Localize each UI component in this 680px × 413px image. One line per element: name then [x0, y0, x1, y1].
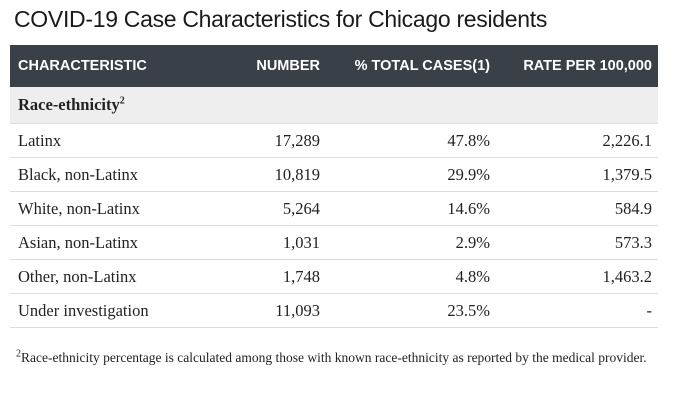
table-header-row: CHARACTERISTIC NUMBER % TOTAL CASES(1) R… — [10, 45, 658, 87]
group-label-footnote-marker: 2 — [119, 95, 125, 107]
rate-cell: 1,463.2 — [496, 259, 658, 294]
table-row: Asian, non-Latinx 1,031 2.9% 573.3 — [10, 225, 658, 260]
rate-cell: 2,226.1 — [496, 123, 658, 158]
table-row: White, non-Latinx 5,264 14.6% 584.9 — [10, 191, 658, 226]
rate-cell: - — [496, 293, 658, 328]
footnote-text: Race-ethnicity percentage is calculated … — [21, 350, 647, 365]
column-header-pct-total-cases: % TOTAL CASES(1) — [326, 45, 496, 87]
table-row: Under investigation 11,093 23.5% - — [10, 293, 658, 328]
table-row: Other, non-Latinx 1,748 4.8% 1,463.2 — [10, 259, 658, 294]
characteristic-cell: Asian, non-Latinx — [10, 225, 218, 260]
number-cell: 1,031 — [218, 225, 326, 260]
pct-cell: 23.5% — [326, 293, 496, 328]
table-row: Black, non-Latinx 10,819 29.9% 1,379.5 — [10, 157, 658, 192]
pct-cell: 14.6% — [326, 191, 496, 226]
column-header-characteristic: CHARACTERISTIC — [10, 45, 218, 87]
case-characteristics-table: CHARACTERISTIC NUMBER % TOTAL CASES(1) R… — [10, 45, 658, 328]
characteristic-cell: Other, non-Latinx — [10, 259, 218, 294]
number-cell: 11,093 — [218, 293, 326, 328]
number-cell: 17,289 — [218, 123, 326, 158]
footnote: 2Race-ethnicity percentage is calculated… — [16, 345, 666, 371]
number-cell: 5,264 — [218, 191, 326, 226]
pct-cell: 4.8% — [326, 259, 496, 294]
rate-cell: 1,379.5 — [496, 157, 658, 192]
pct-cell: 29.9% — [326, 157, 496, 192]
characteristic-cell: Latinx — [10, 123, 218, 158]
characteristic-cell: Under investigation — [10, 293, 218, 328]
characteristic-cell: Black, non-Latinx — [10, 157, 218, 192]
table-row: Latinx 17,289 47.8% 2,226.1 — [10, 123, 658, 158]
column-header-rate: RATE PER 100,000 — [496, 45, 658, 87]
rate-cell: 584.9 — [496, 191, 658, 226]
group-label-cell: Race-ethnicity2 — [10, 87, 658, 124]
column-header-number: NUMBER — [218, 45, 326, 87]
rate-cell: 573.3 — [496, 225, 658, 260]
page-title: COVID-19 Case Characteristics for Chicag… — [14, 6, 548, 32]
footnote-marker: 2 — [16, 348, 21, 360]
pct-cell: 2.9% — [326, 225, 496, 260]
number-cell: 10,819 — [218, 157, 326, 192]
group-label: Race-ethnicity — [18, 95, 120, 114]
pct-cell: 47.8% — [326, 123, 496, 158]
number-cell: 1,748 — [218, 259, 326, 294]
group-row-race-ethnicity: Race-ethnicity2 — [10, 87, 658, 124]
characteristic-cell: White, non-Latinx — [10, 191, 218, 226]
